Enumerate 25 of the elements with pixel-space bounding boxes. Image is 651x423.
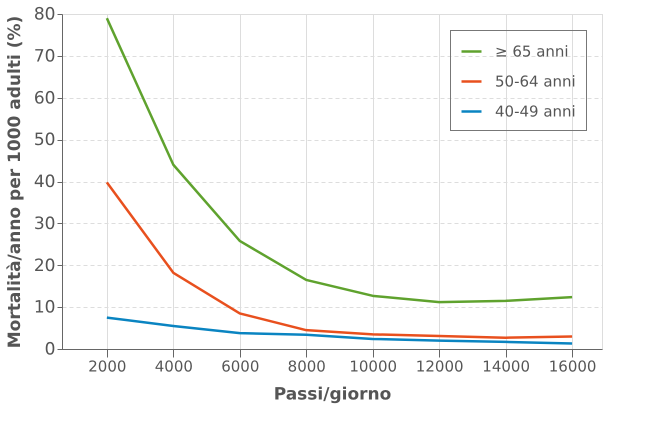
x-axis-title: Passi/giorno [274, 384, 392, 404]
line-series [106, 316, 574, 345]
x-tick-label: 12000 [416, 358, 464, 376]
y-tick-label: 50 [34, 130, 56, 150]
x-tick-label: 10000 [349, 358, 398, 376]
y-tick-label: 30 [34, 214, 56, 234]
legend-label: ≥ 65 anni [495, 42, 569, 60]
y-tick-label: 80 [34, 4, 56, 24]
x-tick-label: 8000 [288, 358, 326, 376]
line-series [106, 16, 574, 304]
y-axis-title: Mortalità/anno per 1000 adulti (%) [4, 16, 25, 348]
x-tick-label: 4000 [154, 358, 193, 376]
line-series [106, 181, 574, 339]
y-tick-label: 10 [34, 298, 56, 318]
y-tick-label: 70 [34, 46, 56, 66]
x-tick-label: 2000 [88, 358, 126, 376]
y-tick-label: 60 [34, 88, 56, 108]
x-tick-label: 6000 [221, 358, 260, 376]
legend-label: 40-49 anni [495, 102, 576, 120]
legend-label: 50-64 anni [495, 72, 576, 90]
y-tick-label: 40 [34, 172, 56, 192]
x-tick-label: 16000 [548, 358, 596, 376]
x-tick-label: 14000 [482, 358, 530, 376]
y-tick-label: 0 [44, 340, 56, 360]
y-tick-label: 20 [34, 256, 56, 276]
